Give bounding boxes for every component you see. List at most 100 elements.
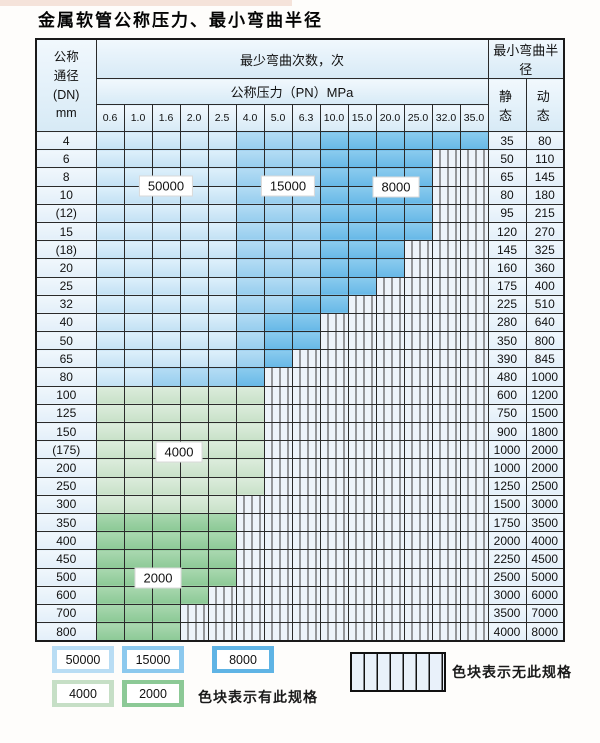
- no-spec-cell: [431, 603, 461, 624]
- spec-cell-8000: [347, 149, 377, 169]
- no-spec-cell: [347, 458, 377, 478]
- spec-cell-4000: [179, 458, 209, 478]
- spec-cell-50000: [123, 221, 153, 242]
- no-spec-cell: [403, 421, 433, 442]
- pressure-table: 公称 通径 (DN) mm 最少弯曲次数，次 最小弯曲半径 公称压力（PN）MP…: [35, 38, 565, 643]
- dn-header-line: mm: [55, 106, 77, 121]
- zone-label-8000: 8000: [372, 176, 420, 198]
- legend-value: 8000: [217, 650, 269, 669]
- no-spec-cell: [263, 367, 293, 387]
- dynamic-radius-cell: 1000: [525, 367, 565, 387]
- spec-cell-4000: [179, 476, 209, 496]
- spec-cell-4000: [207, 421, 237, 442]
- no-spec-cell: [431, 203, 461, 223]
- spec-cell-50000: [95, 349, 125, 369]
- dynamic-radius-cell: 215: [525, 203, 565, 223]
- no-spec-cell: [291, 440, 321, 460]
- spec-cell-50000: [151, 130, 181, 151]
- spec-cell-50000: [179, 331, 209, 351]
- spec-cell-50000: [95, 130, 125, 151]
- no-spec-cell: [431, 149, 461, 169]
- no-spec-cell: [431, 221, 461, 242]
- dynamic-radius-cell: 270: [525, 221, 565, 242]
- spec-cell-8000: [375, 240, 405, 260]
- spec-cell-50000: [151, 240, 181, 260]
- spec-cell-4000: [95, 494, 125, 514]
- static-header: 静 态: [487, 78, 527, 132]
- no-spec-cell: [291, 549, 321, 569]
- table-row: 800 4000 8000: [35, 622, 565, 642]
- dn-cell: (18): [35, 240, 97, 260]
- no-spec-cell: [207, 585, 237, 605]
- no-spec-cell: [459, 349, 489, 369]
- spec-cell-2000: [207, 567, 237, 587]
- spec-cell-4000: [207, 494, 237, 514]
- pressure-tick: 2.0: [179, 104, 209, 132]
- no-spec-cell: [347, 476, 377, 496]
- dn-cell: 15: [35, 221, 97, 242]
- spec-cell-50000: [207, 312, 237, 333]
- spec-cell-2000: [151, 512, 181, 533]
- spec-cell-8000: [319, 185, 349, 205]
- dynamic-radius-cell: 80: [525, 130, 565, 151]
- no-spec-cell: [403, 276, 433, 296]
- spec-cell-50000: [179, 149, 209, 169]
- table-row: 200 1000 2000: [35, 458, 565, 478]
- spec-cell-8000: [403, 221, 433, 242]
- spec-cell-8000: [375, 258, 405, 278]
- no-spec-cell: [403, 512, 433, 533]
- no-spec-cell: [459, 258, 489, 278]
- spec-cell-8000: [319, 167, 349, 187]
- no-spec-cell: [431, 294, 461, 314]
- bend-cycles-header: 最少弯曲次数，次: [95, 38, 489, 79]
- static-radius-cell: 390: [487, 349, 527, 369]
- no-spec-cell: [291, 403, 321, 424]
- no-spec-cell: [291, 349, 321, 369]
- spec-cell-8000: [403, 203, 433, 223]
- no-spec-cell: [319, 549, 349, 569]
- no-spec-cell: [291, 367, 321, 387]
- spec-cell-8000: [459, 130, 489, 151]
- no-spec-cell: [375, 367, 405, 387]
- no-spec-cell: [403, 458, 433, 478]
- no-spec-cell: [319, 331, 349, 351]
- spec-cell-50000: [95, 258, 125, 278]
- no-spec-cell: [235, 549, 265, 569]
- spec-cell-15000: [263, 130, 293, 151]
- no-spec-cell: [431, 385, 461, 405]
- no-spec-cell: [375, 549, 405, 569]
- no-spec-cell: [347, 603, 377, 624]
- spec-cell-2000: [179, 549, 209, 569]
- no-spec-cell: [459, 203, 489, 223]
- spec-cell-8000: [319, 276, 349, 296]
- no-spec-cell: [431, 403, 461, 424]
- spec-cell-2000: [95, 622, 125, 642]
- spec-cell-50000: [151, 149, 181, 169]
- no-spec-cell: [319, 531, 349, 551]
- table-row: 100 600 1200: [35, 385, 565, 405]
- spec-cell-4000: [179, 421, 209, 442]
- no-spec-cell: [291, 512, 321, 533]
- spec-cell-50000: [95, 367, 125, 387]
- dynamic-radius-cell: 4000: [525, 531, 565, 551]
- spec-cell-15000: [235, 167, 265, 187]
- dynamic-radius-cell: 4500: [525, 549, 565, 569]
- no-spec-cell: [319, 622, 349, 642]
- spec-cell-4000: [123, 440, 153, 460]
- no-spec-cell: [263, 585, 293, 605]
- no-spec-cell: [459, 149, 489, 169]
- dynamic-radius-cell: 2000: [525, 458, 565, 478]
- spec-cell-15000: [235, 331, 265, 351]
- legend-value: 2000: [127, 684, 179, 703]
- dynamic-radius-cell: 400: [525, 276, 565, 296]
- static-radius-cell: 35: [487, 130, 527, 151]
- no-spec-cell: [263, 603, 293, 624]
- spec-cell-50000: [123, 203, 153, 223]
- no-spec-cell: [235, 585, 265, 605]
- spec-cell-50000: [151, 203, 181, 223]
- no-spec-cell: [263, 421, 293, 442]
- no-spec-cell: [207, 622, 237, 642]
- static-radius-cell: 145: [487, 240, 527, 260]
- static-radius-cell: 2250: [487, 549, 527, 569]
- spec-cell-50000: [207, 331, 237, 351]
